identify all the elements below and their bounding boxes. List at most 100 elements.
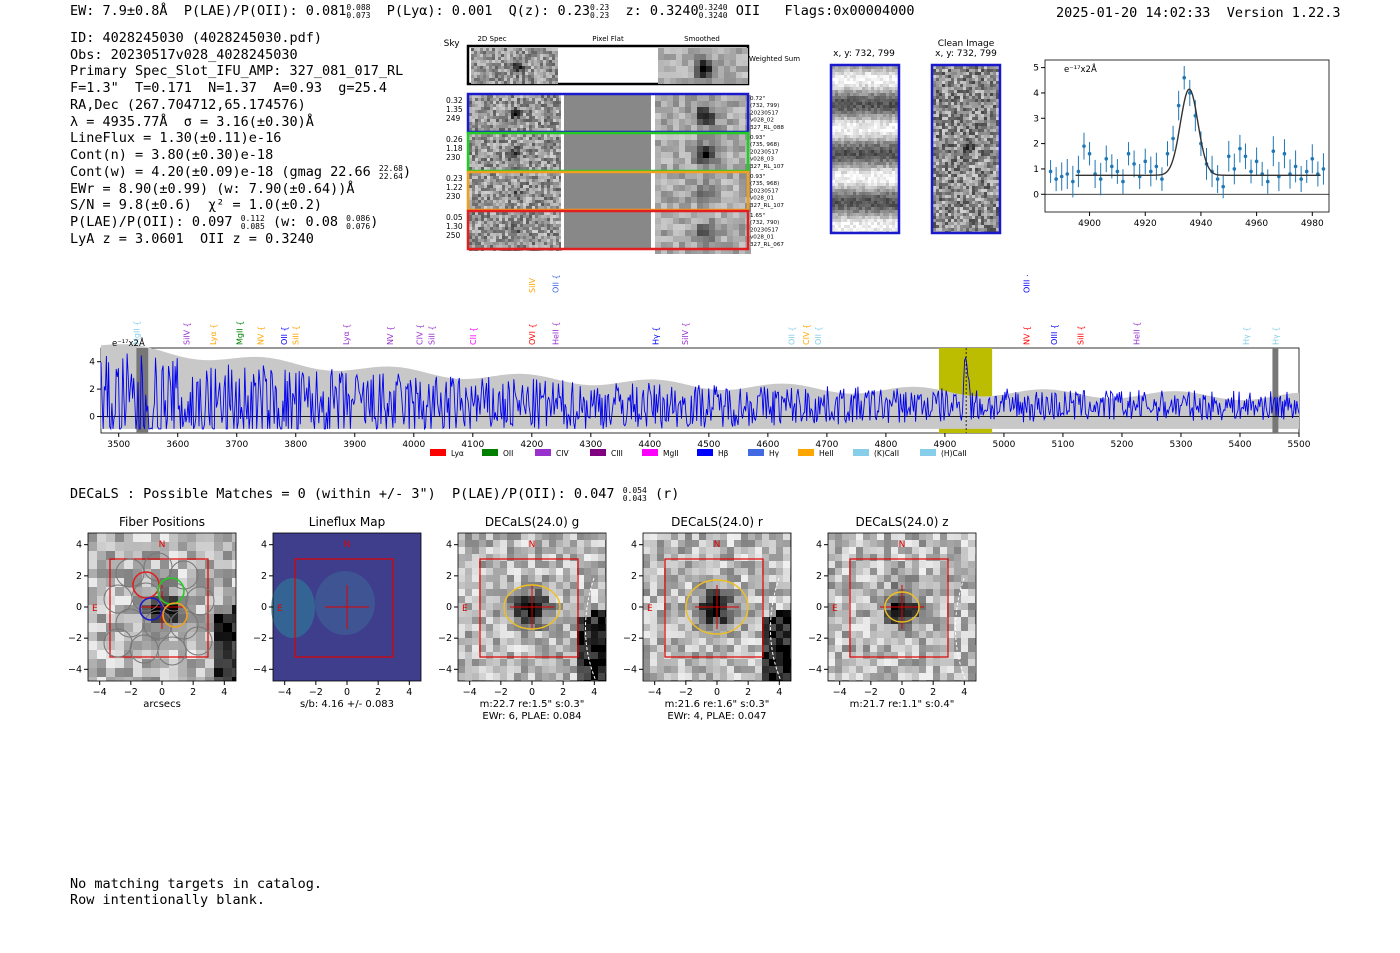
info-id: ID: 4028245030 (4028245030.pdf) <box>70 30 322 46</box>
data-point <box>1226 154 1231 159</box>
spectral-line-label: OII { <box>551 275 560 293</box>
fiber-stat: 0.05 <box>446 213 463 222</box>
line-fit-ylabel: e⁻¹⁷x2Å <box>1064 63 1097 75</box>
fiber-circle <box>115 558 145 588</box>
aperture-box <box>479 558 579 658</box>
north-marker: N <box>159 540 166 550</box>
data-point <box>1082 144 1086 148</box>
data-point <box>1265 179 1270 184</box>
data-point <box>1243 154 1248 159</box>
spectral-line-label: SiIV { <box>681 322 690 345</box>
fiber-info: v028_01 <box>750 196 774 202</box>
legend-label: HeII <box>819 449 834 458</box>
north-marker: N <box>714 540 721 550</box>
plya-value: P(Lyα): 0.001 <box>386 3 493 19</box>
spectral-line-label: Lyα { <box>209 324 218 345</box>
fiber-info: 327_RL_067 <box>750 242 784 248</box>
panel-title: DECaLS(24.0) g <box>485 515 579 529</box>
x-tick-label: 4980 <box>1301 219 1324 229</box>
col-header-2dspec: 2D Spec <box>477 35 506 43</box>
x-tick-label: 2 <box>375 687 381 698</box>
spectral-line-label: Hγ { <box>1242 327 1251 345</box>
fiber-stat: 1.30 <box>446 222 463 231</box>
legend-label: CIV <box>556 449 569 458</box>
x-tick-label: 3500 <box>107 440 130 450</box>
legend-swatch <box>590 449 606 456</box>
y-tick-label: −2 <box>623 633 637 644</box>
panel-title: DECaLS(24.0) r <box>671 515 763 529</box>
x-tick-label: −2 <box>864 687 878 698</box>
data-point <box>1215 177 1220 181</box>
data-point <box>1087 151 1092 156</box>
x-tick-label: −2 <box>679 687 693 698</box>
fiber-circle <box>103 628 133 658</box>
y-tick-label: −2 <box>68 633 82 644</box>
data-point <box>1182 75 1187 80</box>
legend-swatch <box>535 449 551 456</box>
fiber-stat: 0.26 <box>446 135 463 144</box>
imaging-panel: DECaLS(24.0) z N E 4 2 0 −2 −4 −4 −2 0 2 4 m:21.7 re:… <box>808 515 977 710</box>
data-point <box>1048 169 1053 174</box>
weighted-sum-2d <box>471 48 656 84</box>
data-point <box>1293 164 1298 169</box>
info-obs: Obs: 20230517v028_4028245030 <box>70 46 298 63</box>
data-point <box>1071 179 1075 184</box>
x-tick-label: 4960 <box>1245 219 1268 229</box>
z-line: OII <box>735 3 761 19</box>
x-tick-label: 4 <box>406 687 412 698</box>
fiber-info: 327_RL_107 <box>750 203 784 209</box>
with-sky-title: With Sky <box>440 39 460 49</box>
data-point <box>1059 174 1064 179</box>
legend-swatch <box>430 449 446 456</box>
fiber-info: 1.65" <box>750 213 765 219</box>
x-tick-label: 2 <box>190 687 196 698</box>
aperture-box <box>664 558 764 658</box>
fiber-stat: 1.22 <box>446 183 463 192</box>
data-point <box>1104 157 1109 161</box>
x-tick-label: −4 <box>278 687 292 698</box>
fiber-stat: 0.32 <box>446 96 463 105</box>
x-tick-label: 4940 <box>1189 219 1212 229</box>
imaging-panel: Lineflux Map N E 4 2 0 −2 −4 −4 −2 0 2 4 s/b: 4.16 +/… <box>253 515 422 710</box>
line-fit-plot: e⁻¹⁷x2Å 4900 4920 4940 4960 4980 0 1 2 3 4 5 <box>1033 59 1330 229</box>
fiber-info: 0.72" <box>750 96 765 102</box>
y-tick-label: 4 <box>816 540 822 551</box>
clean-image <box>933 66 999 234</box>
y-tick-label: −2 <box>253 633 267 644</box>
y-tick-label: 3 <box>1033 114 1039 124</box>
legend-swatch <box>642 449 658 456</box>
data-point <box>1143 159 1148 164</box>
data-point <box>1249 169 1253 174</box>
legend-label: (K)CaII <box>874 449 899 458</box>
source-ellipse <box>685 579 749 635</box>
z-range: 0.3240 0.3240 <box>698 3 728 20</box>
y-tick-label: 4 <box>89 358 95 368</box>
data-point <box>1132 162 1136 166</box>
data-point <box>1187 91 1192 95</box>
fiber-info: v028_02 <box>750 118 774 124</box>
spectral-line-labels: MgII {SiIV {Lyα {MgII {NV {OII {SiII {Ly… <box>132 275 1280 345</box>
x-tick-label: 4700 <box>815 440 838 450</box>
spectral-line-label: HeII { <box>1133 322 1142 345</box>
y-tick-label: 0 <box>89 413 95 423</box>
spectral-line-label: OII { <box>788 326 797 345</box>
legend-label: OII <box>503 449 513 458</box>
legend-swatch <box>798 449 814 456</box>
spectral-line-label: OII { <box>280 326 289 345</box>
catalog-notes: No matching targets in catalog. Row inte… <box>70 876 322 908</box>
spectral-line-label: OIII { <box>1050 324 1059 345</box>
data-point <box>1176 103 1181 108</box>
north-marker: N <box>529 540 536 550</box>
x-tick-label: 0 <box>159 687 165 698</box>
ew-value: EW: 7.9±0.8Å <box>70 3 168 19</box>
data-point <box>1149 169 1153 174</box>
x-tick-label: 5100 <box>1051 440 1074 450</box>
fiber-info: 0.93" <box>750 135 765 141</box>
data-point <box>1054 177 1058 181</box>
y-tick-label: −4 <box>253 664 267 675</box>
fiber-stat: 1.18 <box>446 144 463 153</box>
info-primary: Primary Spec_Slot_IFU_AMP: 327_081_017_R… <box>70 63 404 80</box>
